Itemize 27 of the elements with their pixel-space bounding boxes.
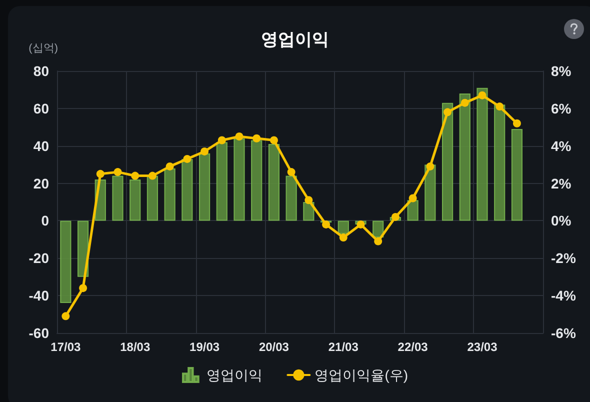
y2-tick-label: 0% [551, 212, 572, 229]
y2-tick-label: -2% [551, 250, 576, 266]
x-tick-label: 18/03 [120, 340, 150, 354]
y2-tick-label: -4% [551, 288, 576, 304]
y2-tick-label: 8% [551, 63, 572, 79]
x-tick-label: 21/03 [328, 340, 359, 354]
y2-tick-label: 2% [551, 175, 572, 192]
x-tick-label: 17/03 [50, 340, 82, 354]
y2-tick-label: -6% [551, 325, 576, 341]
y-tick-label: 60 [33, 100, 50, 116]
chart-title: 영업이익 [261, 30, 329, 49]
y-tick-label: -20 [28, 250, 50, 266]
y-axis-title: (십억) [28, 42, 58, 54]
legend-label: 영업이익 [206, 367, 263, 383]
y-tick-label: 80 [33, 63, 50, 79]
y2-tick-label: 6% [551, 100, 572, 116]
x-tick-label: 23/03 [467, 340, 498, 354]
x-tick-label: 20/03 [258, 340, 290, 354]
y-tick-label: 0 [41, 212, 50, 229]
y-tick-label: 20 [33, 175, 50, 192]
y-tick-label: -60 [28, 325, 50, 341]
x-tick-label: 22/03 [398, 340, 428, 354]
legend-label: 영업이익율(우) [314, 367, 408, 383]
x-tick-label: 19/03 [190, 340, 220, 354]
y2-tick-label: 4% [551, 138, 572, 154]
y-tick-label: -40 [28, 288, 50, 304]
y-tick-label: 40 [33, 138, 50, 154]
